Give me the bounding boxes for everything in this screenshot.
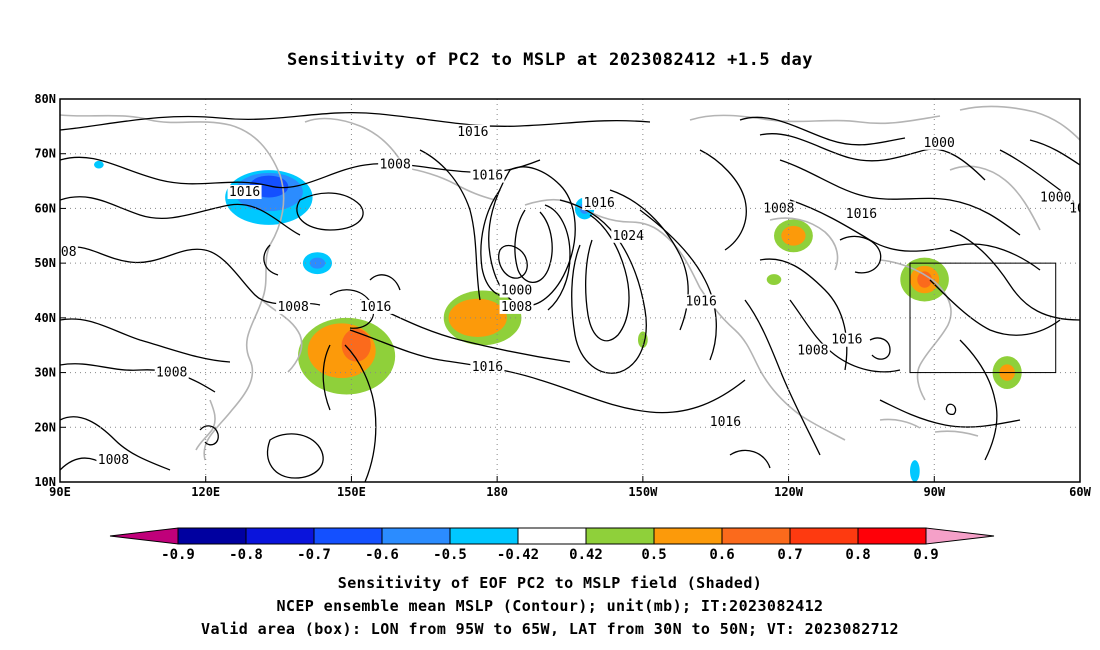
contour-label-9: 1008 [1069, 201, 1100, 216]
mslp-contours [60, 111, 1080, 482]
contour-label-2: 1008 [379, 158, 410, 173]
contour-label-22: 1016 [472, 360, 503, 375]
contour-label-15: 1016 [685, 294, 716, 309]
colorbar-low-triangle [109, 527, 179, 545]
lat-tick-label-6: 20N [34, 420, 56, 434]
colorbar-label-7: 0.5 [641, 547, 666, 563]
lat-tick-label-5: 30N [34, 366, 56, 380]
colorbar-box-8 [721, 527, 791, 545]
caption-contour: NCEP ensemble mean MSLP (Contour); unit(… [276, 597, 824, 615]
colorbar: -0.9 -0.8 -0.7 -0.6 -0.5 -0.42 0.42 0.5 0.6 0.7 0.… [109, 527, 995, 563]
shaded-region-24 [910, 460, 920, 482]
colorbar-box-1 [245, 527, 315, 545]
colorbar-box-4 [449, 527, 519, 545]
contour-label-8: 1016 [846, 207, 877, 222]
contour-label-17: 1008 [277, 300, 308, 315]
lon-tick-label-0: 90E [49, 485, 71, 499]
colorbar-label-10: 0.8 [845, 547, 870, 563]
lon-tick-label-4: 150W [628, 485, 658, 499]
colorbar-box-0 [177, 527, 247, 545]
lat-tick-label-4: 40N [34, 311, 56, 325]
contour-label-12: 1024 [613, 229, 644, 244]
colorbar-box-6 [585, 527, 655, 545]
shaded-region-6 [781, 225, 806, 246]
contour-label-1: 1000 [923, 136, 954, 151]
lon-tick-label-6: 90W [923, 485, 945, 499]
colorbar-label-6: 0.42 [569, 547, 603, 563]
contour-label-6: 1016 [583, 196, 614, 211]
contour-label-3: 1016 [472, 169, 503, 184]
contour-label-23: 1016 [710, 415, 741, 430]
shaded-region-9 [917, 271, 932, 288]
colorbar-high-triangle [925, 527, 995, 545]
lon-tick-label-5: 120W [774, 485, 804, 499]
lat-tick-label-3: 50N [34, 256, 56, 270]
contour-label-13: 1000 [501, 284, 532, 299]
colorbar-box-5 [517, 527, 587, 545]
colorbar-box-2 [313, 527, 383, 545]
lon-tick-label-3: 180 [486, 485, 508, 499]
shaded-region-14 [766, 274, 782, 286]
colorbar-box-3 [381, 527, 451, 545]
colorbar-label-9: 0.7 [777, 547, 802, 563]
map-title: Sensitivity of PC2 to MSLP at 2023082412… [286, 50, 813, 70]
colorbar-label-4: -0.5 [433, 547, 467, 563]
contour-label-11: 008 [53, 245, 76, 260]
contour-label-19: 1016 [831, 333, 862, 348]
colorbar-label-0: -0.9 [161, 547, 195, 563]
lon-tick-label-1: 120E [191, 485, 220, 499]
contour-label-24: 1008 [98, 453, 129, 468]
map-frame [59, 98, 1081, 483]
contour-label-7: 1008 [763, 201, 794, 216]
contour-label-21: 1008 [156, 366, 187, 381]
contour-label-4: 1016 [229, 185, 260, 200]
shaded-region-23 [94, 160, 104, 169]
lat-tick-label-2: 60N [34, 201, 56, 215]
colorbar-label-3: -0.6 [365, 547, 399, 563]
shaded-region-4 [448, 298, 507, 338]
lat-tick-label-1: 70N [34, 147, 56, 161]
colorbar-box-9 [789, 527, 859, 545]
contour-label-14: 1008 [501, 300, 532, 315]
contour-label-16: 1016 [1089, 300, 1100, 315]
shaded-region-12 [1092, 236, 1100, 269]
contour-label-18: 1016 [360, 300, 391, 315]
contour-label-0: 1016 [457, 125, 488, 140]
caption-valid-area: Valid area (box): LON from 95W to 65W, L… [201, 620, 899, 638]
valid-area-box [909, 262, 1057, 374]
shaded-region-2 [341, 328, 371, 362]
lat-tick-label-7: 10N [34, 475, 56, 489]
colorbar-label-5: -0.42 [497, 547, 539, 563]
colorbar-box-10 [857, 527, 927, 545]
shaded-region-20 [309, 257, 326, 269]
lon-tick-label-7: 60W [1069, 485, 1091, 499]
colorbar-label-1: -0.8 [229, 547, 263, 563]
contour-label-5: 1000 [1040, 190, 1071, 205]
colorbar-label-11: 0.9 [913, 547, 938, 563]
colorbar-label-2: -0.7 [297, 547, 331, 563]
caption-shaded: Sensitivity of EOF PC2 to MSLP field (Sh… [337, 574, 763, 592]
contour-label-20: 1008 [797, 344, 828, 359]
colorbar-label-8: 0.6 [709, 547, 734, 563]
colorbar-box-7 [653, 527, 723, 545]
lat-tick-label-0: 80N [34, 92, 56, 106]
lon-tick-label-2: 150E [337, 485, 366, 499]
